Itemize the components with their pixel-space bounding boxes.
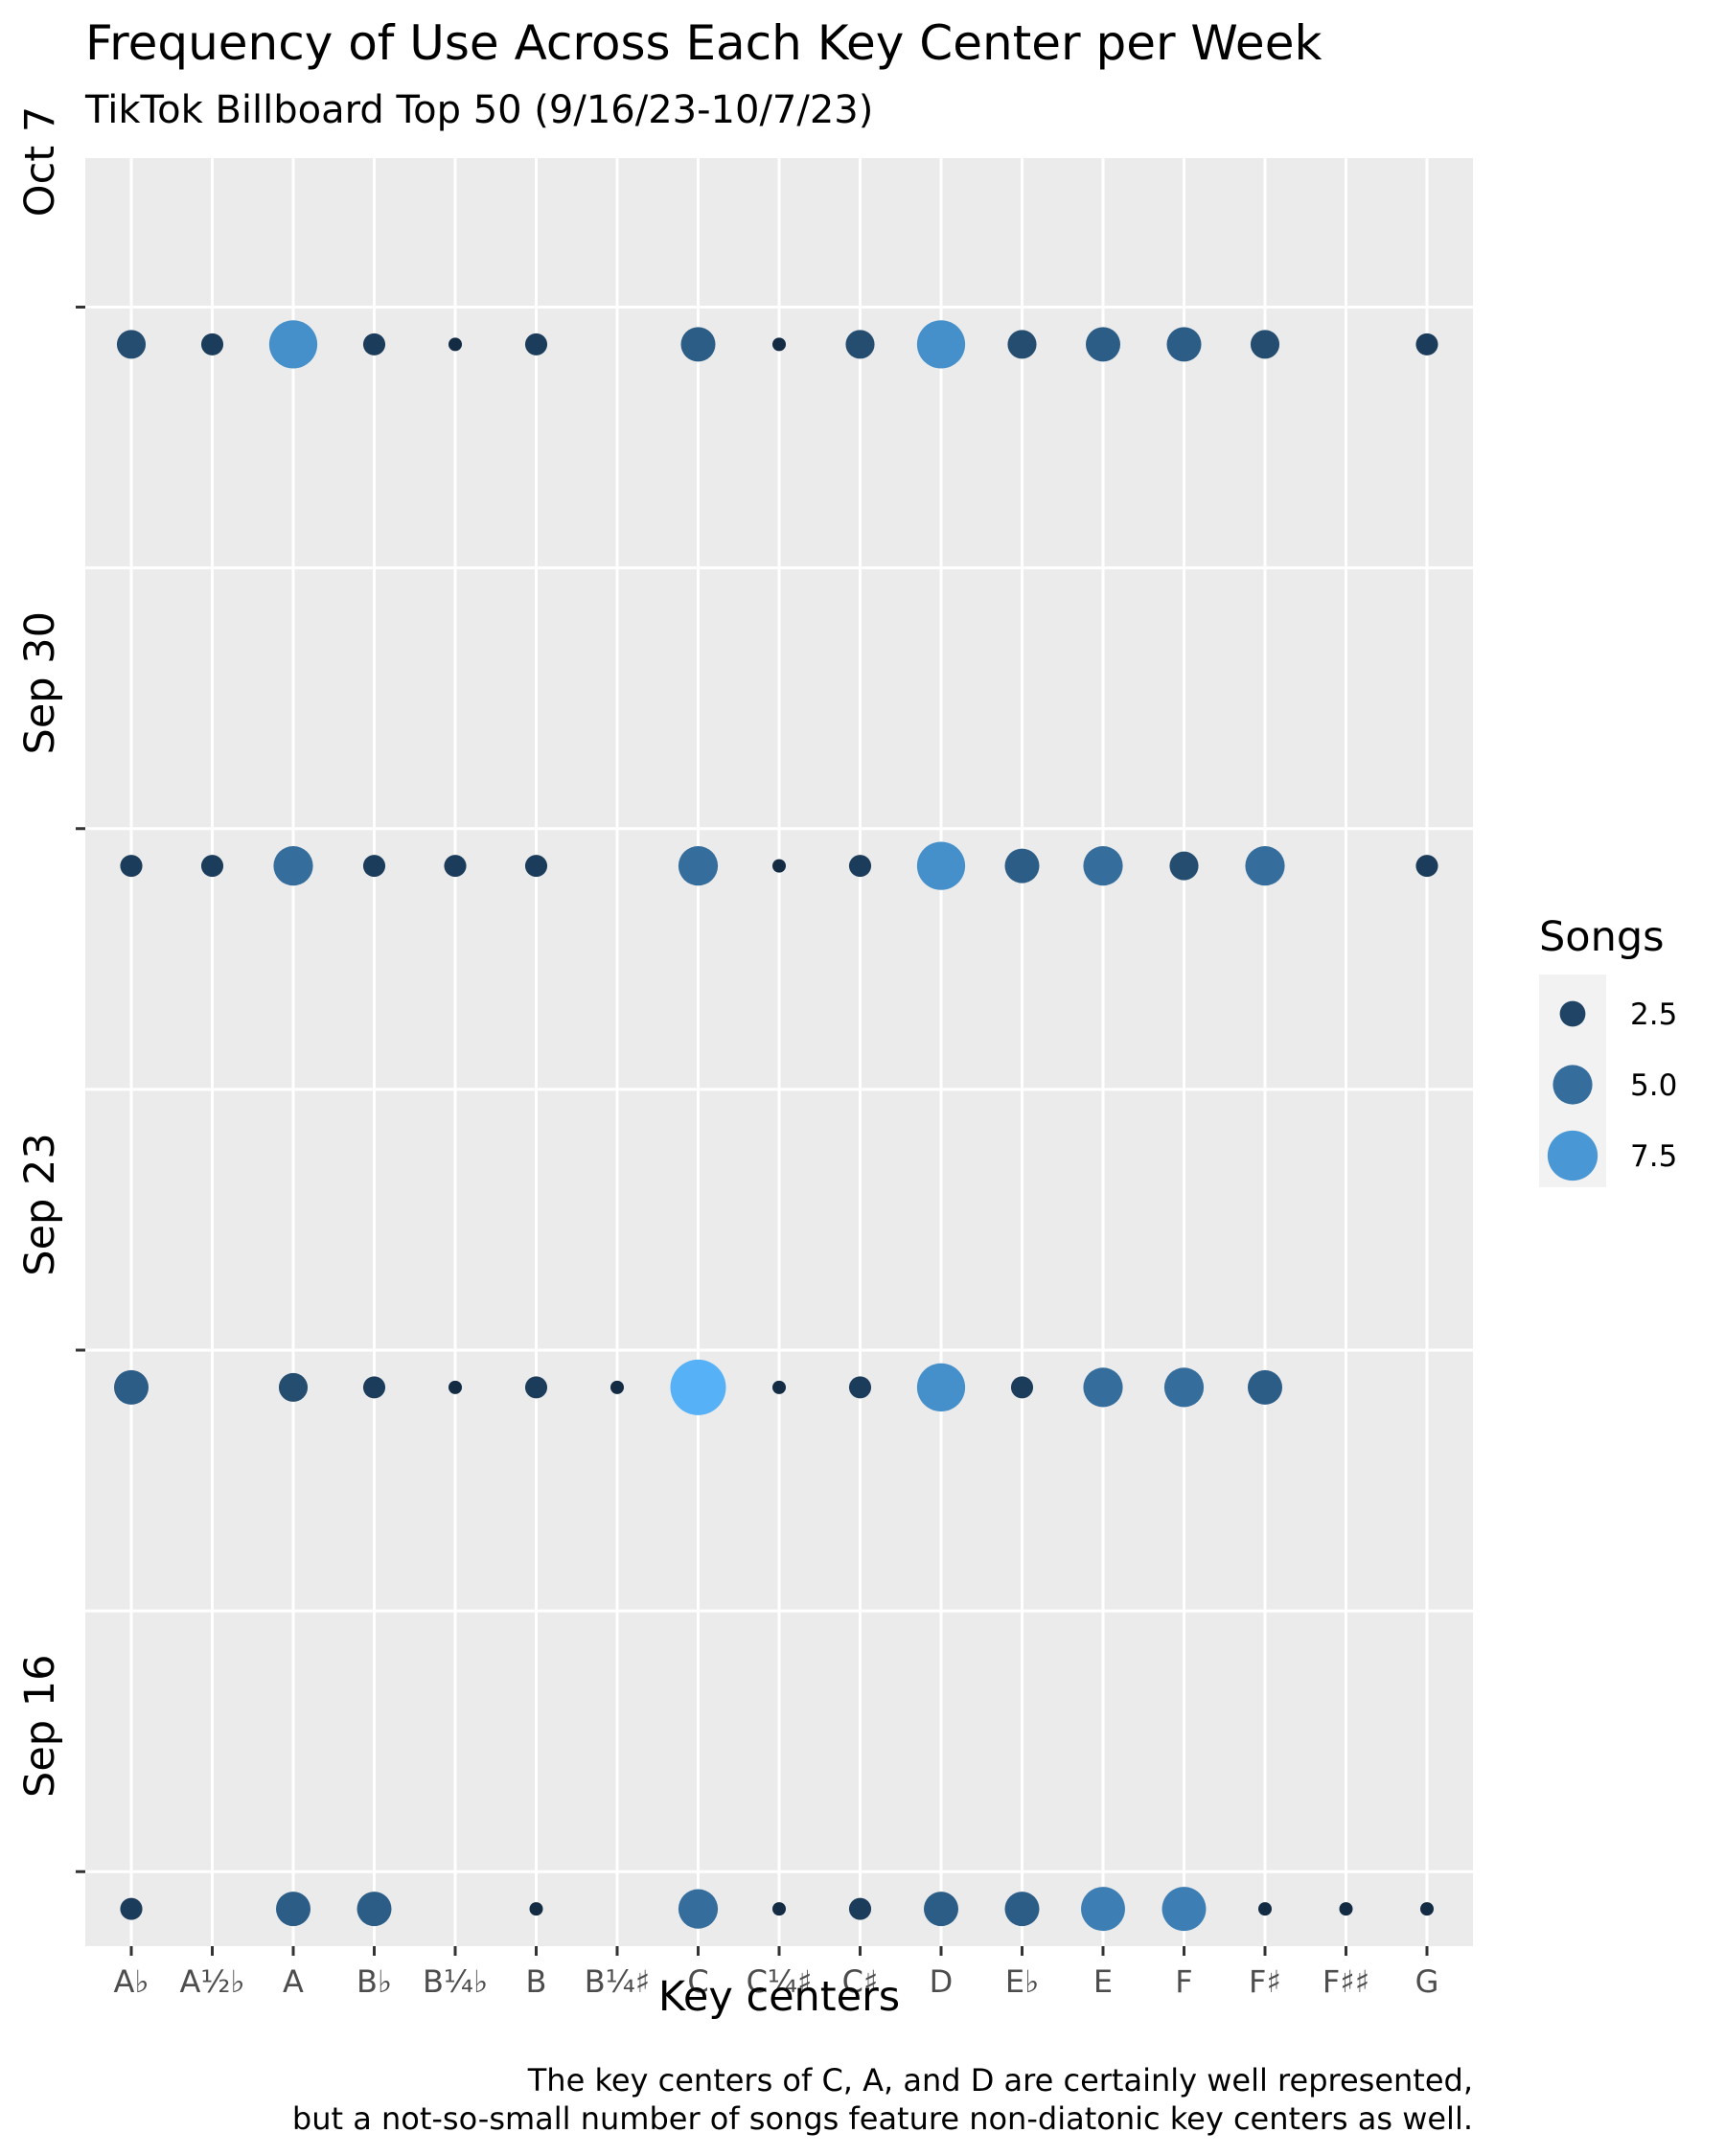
- data-point: [278, 1372, 309, 1402]
- data-point: [772, 1380, 786, 1394]
- y-axis: Sep 16 Sep 23 Sep 30 Oct 7: [16, 106, 85, 1873]
- data-point: [1339, 1902, 1353, 1916]
- data-point: [1415, 333, 1438, 356]
- x-axis-title: Key centers: [658, 1973, 900, 2021]
- legend-label: 2.5: [1630, 998, 1677, 1032]
- legend-keys: 2.5 5.0 7.5: [1547, 998, 1677, 1181]
- data-point: [916, 1363, 966, 1411]
- x-tick-label: B¼♭: [423, 1963, 488, 2000]
- data-point: [116, 330, 147, 359]
- data-point: [1245, 846, 1285, 886]
- data-point: [448, 337, 462, 352]
- data-point: [1162, 1887, 1207, 1932]
- data-point: [448, 1380, 462, 1394]
- data-point: [678, 846, 719, 886]
- data-point: [200, 855, 224, 878]
- data-point: [1163, 1367, 1205, 1408]
- y-tick-label: Sep 23: [16, 1133, 64, 1275]
- data-point: [848, 1376, 872, 1399]
- chart-title: Frequency of Use Across Each Key Center …: [85, 15, 1322, 71]
- x-tick-label: F♯: [1249, 1963, 1281, 2000]
- data-point: [924, 1892, 958, 1927]
- legend-key: [1559, 1000, 1586, 1027]
- data-point: [529, 1902, 543, 1916]
- data-point: [1415, 855, 1438, 878]
- data-point: [444, 855, 467, 878]
- data-point: [772, 1902, 786, 1916]
- y-tick-label: Sep 16: [16, 1655, 64, 1798]
- data-point: [772, 337, 786, 352]
- data-point: [114, 1369, 149, 1405]
- data-point: [1258, 1902, 1272, 1916]
- data-point: [1166, 327, 1202, 362]
- x-tick-label: E♭: [1005, 1963, 1039, 2000]
- data-point: [1010, 1376, 1034, 1399]
- x-tick-label: A½♭: [180, 1963, 245, 2000]
- y-tick-label: Sep 30: [16, 611, 64, 754]
- data-point: [1007, 330, 1037, 359]
- legend-key: [1552, 1065, 1593, 1105]
- data-point: [356, 1892, 392, 1927]
- data-point: [916, 841, 966, 890]
- data-point: [848, 1897, 872, 1920]
- chart-caption-line-2: but a not-so-small number of songs featu…: [292, 2100, 1473, 2137]
- data-point: [845, 330, 875, 359]
- x-tick-label: B¼♯: [585, 1963, 650, 2000]
- data-point: [362, 333, 386, 356]
- legend-title: Songs: [1539, 913, 1665, 961]
- x-tick-label: C: [687, 1963, 708, 2000]
- x-tick-label: G: [1415, 1963, 1439, 2000]
- data-point: [610, 1380, 624, 1394]
- x-axis: A♭ A½♭ A B♭ B¼♭ B B¼♯ C C¼♯ C♯ D E♭ E F F♯ F♯♯ G: [114, 1946, 1439, 2000]
- data-point: [1250, 330, 1280, 359]
- data-point: [1004, 1892, 1040, 1927]
- data-point: [1004, 848, 1040, 883]
- data-point: [678, 1889, 719, 1929]
- data-point: [276, 1892, 310, 1927]
- data-point: [120, 855, 143, 878]
- chart-subtitle: TikTok Billboard Top 50 (9/16/23-10/7/23…: [84, 88, 873, 132]
- data-point: [1086, 327, 1120, 362]
- data-point: [200, 333, 224, 356]
- data-point: [524, 333, 548, 356]
- data-point: [1083, 846, 1123, 886]
- legend-label: 7.5: [1630, 1139, 1677, 1174]
- x-tick-label: B: [526, 1963, 547, 2000]
- x-tick-label: C¼♯: [747, 1963, 813, 2000]
- x-tick-label: B♭: [356, 1963, 392, 2000]
- y-tick-label: Oct 7: [16, 106, 64, 217]
- grid-major: [85, 158, 1473, 1946]
- legend-key: [1547, 1130, 1598, 1181]
- data-point: [772, 859, 786, 873]
- x-tick-label: D: [930, 1963, 954, 2000]
- chart-caption-line-1: The key centers of C, A, and D are certa…: [527, 2062, 1473, 2099]
- data-point: [273, 846, 313, 886]
- data-point: [1169, 851, 1199, 881]
- data-point: [524, 1376, 548, 1399]
- data-point: [362, 1376, 386, 1399]
- data-point: [680, 327, 716, 362]
- x-tick-label: F♯♯: [1322, 1963, 1369, 2000]
- data-point: [848, 855, 872, 878]
- x-tick-label: E: [1093, 1963, 1113, 2000]
- data-point: [670, 1359, 726, 1415]
- data-point: [524, 855, 548, 878]
- data-point: [362, 855, 386, 878]
- x-tick-label: F: [1175, 1963, 1192, 2000]
- data-points: [114, 320, 1438, 1932]
- data-point: [120, 1897, 143, 1920]
- x-tick-label: C♯: [842, 1963, 879, 2000]
- data-point: [1248, 1369, 1282, 1405]
- data-point: [1081, 1887, 1125, 1932]
- x-tick-label: A♭: [114, 1963, 150, 2000]
- data-point: [268, 320, 318, 369]
- legend: Songs 2.5 5.0 7.5: [1539, 913, 1677, 1187]
- legend-label: 5.0: [1630, 1068, 1677, 1103]
- data-point: [1420, 1902, 1434, 1916]
- data-point: [916, 320, 966, 369]
- data-point: [1083, 1367, 1123, 1408]
- x-tick-label: A: [283, 1963, 304, 2000]
